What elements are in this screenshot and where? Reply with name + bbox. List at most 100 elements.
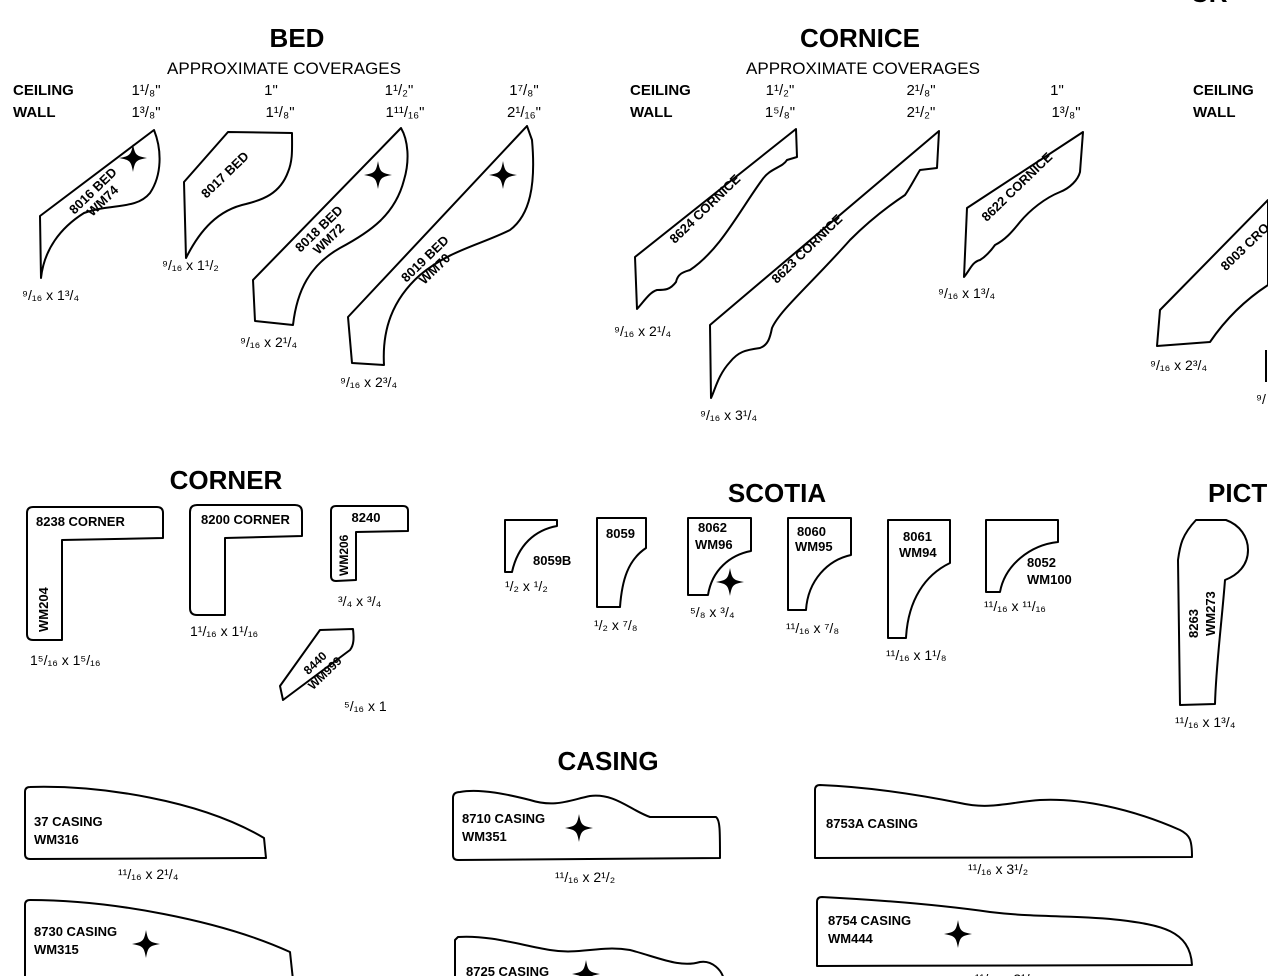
size-label-fragment: ⁹/	[1256, 391, 1266, 407]
scotia-profile-8059b: 8059B ¹/₂ x ¹/₂	[504, 519, 571, 594]
profile-label: 8710 CASING	[462, 811, 545, 826]
bed-title: BED	[270, 23, 325, 53]
crown-profile	[1156, 199, 1268, 347]
profile-code: WM273	[1203, 591, 1218, 636]
size-label: ⁵/₈ x ³/₄	[690, 604, 735, 620]
profile-label: 8061	[903, 529, 932, 544]
size-label: ¹¹/₁₆ x ¹¹/₁₆	[984, 598, 1046, 614]
crown-wall-label: WALL	[1193, 104, 1236, 121]
size-label: ¹¹/₁₆ x 1³/₄	[1175, 714, 1236, 730]
profile-label: 8725 CASING	[466, 964, 549, 976]
bed-wall-value: 2¹/₁₆"	[507, 104, 541, 121]
cornice-ceiling-value: 2¹/₈"	[906, 82, 935, 99]
corner-title: CORNER	[170, 465, 283, 495]
size-label: ⁹/₁₆ x 1³/₄	[938, 285, 995, 301]
profile-label: 8059B	[533, 553, 571, 568]
size-label: ⁹/₁₆ x 2³/₄	[340, 374, 397, 390]
size-label: ¹¹/₁₆ x ⁷/₈	[786, 620, 839, 636]
profile-label: 8238 CORNER	[36, 514, 125, 529]
cornice-wall-value: 1³/₈"	[1051, 104, 1080, 121]
bed-wall-value: 1³/₈"	[131, 104, 160, 121]
bed-section: BED APPROXIMATE COVERAGES CEILING WALL 1…	[13, 23, 541, 390]
profile-code: WM94	[899, 545, 937, 560]
profile-label: 8263	[1186, 609, 1201, 638]
size-label: ⁵/₁₆ x 1	[344, 698, 387, 714]
size-label: ¹¹/₁₆ x 3¹/₂	[968, 861, 1028, 877]
bed-wall-value: 1¹/₈"	[265, 104, 294, 121]
profile-code: WM206	[337, 534, 351, 576]
profile-code: WM315	[34, 942, 79, 957]
bed-ceiling-label: CEILING	[13, 82, 74, 99]
crown-partial-section: CEILING WALL 8003 CRO ⁹/₁₆ x 2³/₄ ⁹/	[1150, 82, 1268, 407]
profile-code: WM96	[695, 537, 733, 552]
scotia-profile-8060: 8060 WM95 ¹¹/₁₆ x ⁷/₈	[786, 517, 852, 636]
size-label: ¹¹/₁₆ x 2¹/₄	[118, 866, 179, 882]
profile-code: WM316	[34, 832, 79, 847]
cornice-subtitle: APPROXIMATE COVERAGES	[746, 59, 980, 78]
crown-ceiling-label: CEILING	[1193, 82, 1254, 99]
picture-profile	[1177, 519, 1249, 706]
size-label: ⁹/₁₆ x 1³/₄	[22, 287, 79, 303]
casing-profile-8725: 8725 CASING	[454, 935, 724, 976]
casing-profile-8754: 8754 CASING WM444 ¹¹/₁₆ x 3¹/₄	[816, 896, 1193, 976]
profile-code: WM95	[795, 539, 833, 554]
cornice-wall-value: 1⁵/₈"	[765, 104, 795, 121]
cornice-ceiling-value: 1"	[1050, 82, 1064, 99]
profile-code: WM351	[462, 829, 507, 844]
cornice-title: CORNICE	[800, 23, 920, 53]
profile-code: WM100	[1027, 572, 1072, 587]
casing-title: CASING	[557, 746, 658, 776]
scotia-profile-8062: 8062 WM96 ⁵/₈ x ³/₄	[687, 517, 752, 620]
profile-label: 8240	[352, 510, 381, 525]
size-label: ⁹/₁₆ x 2¹/₄	[614, 323, 671, 339]
bed-subtitle: APPROXIMATE COVERAGES	[167, 59, 401, 78]
bed-wall-value: 1¹¹/₁₆"	[386, 104, 425, 121]
scotia-profile-8052: 8052 WM100 ¹¹/₁₆ x ¹¹/₁₆	[984, 519, 1072, 614]
bed-ceiling-value: 1⁷/₈"	[509, 82, 538, 99]
casing-profile-8753a: 8753A CASING ¹¹/₁₆ x 3¹/₂	[814, 784, 1193, 877]
size-label: ¹¹/₁₆ x 1¹/₈	[886, 647, 947, 663]
size-label: ⁹/₁₆ x 2¹/₄	[240, 334, 297, 350]
profile-label: 37 CASING	[34, 814, 103, 829]
picture-section: PICT 8263 WM273 ¹¹/₁₆ x 1³/₄	[1175, 478, 1267, 730]
size-label: ⁹/₁₆ x 1¹/₂	[162, 257, 219, 273]
picture-title: PICT	[1208, 478, 1267, 508]
size-label: ⁹/₁₆ x 2³/₄	[1150, 357, 1207, 373]
bed-ceiling-value: 1¹/₈"	[131, 82, 160, 99]
profile-label: 8730 CASING	[34, 924, 117, 939]
scotia-section: SCOTIA 8059B ¹/₂ x ¹/₂ 8059 ¹/₂ x ⁷/₈ 80…	[504, 478, 1072, 663]
profile-code: WM444	[828, 931, 874, 946]
bed-profile-8017: 8017 BED ⁹/₁₆ x 1¹/₂	[162, 131, 294, 273]
bed-wall-label: WALL	[13, 104, 56, 121]
cornice-profile-8622: 8622 CORNICE ⁹/₁₆ x 1³/₄	[938, 131, 1084, 301]
profile-label: 8059	[606, 526, 635, 541]
bed-profile-8016: 8016 BED WM74 ⁹/₁₆ x 1³/₄	[22, 129, 161, 303]
size-label: ⁹/₁₆ x 3¹/₄	[700, 407, 757, 423]
profile-label: 8200 CORNER	[201, 512, 290, 527]
casing-profile-8730: 8730 CASING WM315	[24, 899, 294, 976]
corner-section: CORNER 8238 CORNER WM204 1⁵/₁₆ x 1⁵/₁₆ 8…	[26, 465, 409, 714]
casing-profile-8710: 8710 CASING WM351 ¹¹/₁₆ x 2¹/₂	[452, 789, 721, 885]
profile-label: 8052	[1027, 555, 1056, 570]
header-fragment: CR	[1190, 0, 1228, 8]
corner-profile-8240: 8240 WM206 ³/₄ x ³/₄	[330, 505, 409, 609]
size-label: 1⁵/₁₆ x 1⁵/₁₆	[30, 652, 100, 668]
scotia-profile-8059: 8059 ¹/₂ x ⁷/₈	[594, 517, 647, 633]
casing-profile-37: 37 CASING WM316 ¹¹/₁₆ x 2¹/₄	[24, 785, 267, 882]
scotia-title: SCOTIA	[728, 478, 826, 508]
profile-label: 8754 CASING	[828, 913, 911, 928]
corner-profile-8200: 8200 CORNER 1¹/₁₆ x 1¹/₁₆	[189, 504, 303, 639]
size-label: ¹/₂ x ⁷/₈	[594, 617, 638, 633]
cornice-section: CORNICE APPROXIMATE COVERAGES CEILING WA…	[614, 23, 1084, 423]
size-label: 1¹/₁₆ x 1¹/₁₆	[190, 623, 258, 639]
profile-label: 8062	[698, 520, 727, 535]
cornice-ceiling-value: 1¹/₂"	[766, 82, 795, 99]
cornice-ceiling-label: CEILING	[630, 82, 691, 99]
cornice-wall-value: 2¹/₂"	[907, 104, 936, 121]
bed-ceiling-value: 1¹/₂"	[385, 82, 414, 99]
star-icon	[716, 568, 744, 596]
size-label: ³/₄ x ³/₄	[338, 593, 382, 609]
size-label: ¹/₂ x ¹/₂	[505, 578, 548, 594]
corner-profile-8440: 8440 WM999 ⁵/₁₆ x 1	[279, 628, 387, 714]
